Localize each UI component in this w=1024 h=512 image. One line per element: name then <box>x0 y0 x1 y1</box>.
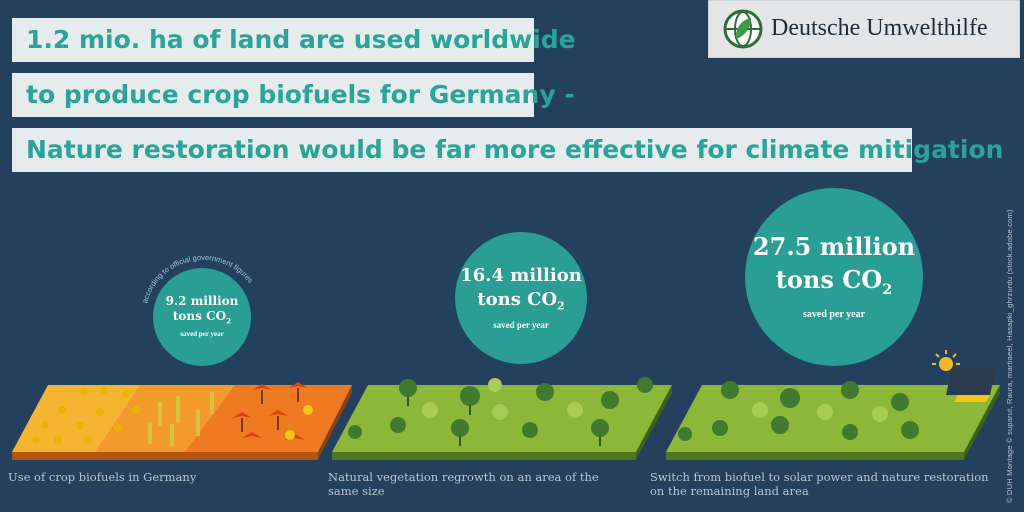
caption-biofuel: Use of crop biofuels in Germany <box>8 470 197 484</box>
landscape-illustration <box>12 350 1000 460</box>
value-line1: 9.2 million <box>165 293 239 308</box>
headline-line-3: Nature restoration would be far more eff… <box>12 128 1003 172</box>
co2-circle-vegetation: 16.4 million tons CO2 saved per year <box>455 232 587 364</box>
globe-leaf-icon <box>723 9 763 49</box>
restoration-field <box>666 350 1000 460</box>
caption-vegetation: Natural vegetation regrowth on an area o… <box>328 470 599 498</box>
solar-panel <box>946 368 996 395</box>
saved-per-year: saved per year <box>493 320 549 331</box>
co2-circle-biofuel: 9.2 million tons CO2 saved per year <box>153 268 251 366</box>
value-line2: tons CO2 <box>172 308 232 326</box>
sun-icon <box>932 350 960 371</box>
logo-text: Deutsche Umwelthilfe <box>771 15 988 41</box>
co2-circle-solar-restoration: 27.5 million tons CO2 saved per year <box>745 188 923 366</box>
crop-field <box>12 382 352 460</box>
saved-per-year: saved per year <box>180 330 224 339</box>
value-line2: tons CO2 <box>477 288 565 313</box>
value-line2: tons CO2 <box>775 265 893 298</box>
headline-line-2: to produce crop biofuels for Germany - <box>12 73 575 117</box>
vegetation-field <box>332 377 672 460</box>
saved-per-year: saved per year <box>802 308 866 320</box>
image-credit: © DUH Montage © suparut, Raura, martiaee… <box>1005 209 1014 503</box>
value-line1: 16.4 million <box>460 264 582 286</box>
headline-line-1: 1.2 mio. ha of land are used worldwide <box>12 18 576 62</box>
value-line1: 27.5 million <box>752 232 916 262</box>
duh-logo: Deutsche Umwelthilfe <box>708 0 1020 58</box>
caption-solar-restoration: Switch from biofuel to solar power and n… <box>650 470 989 498</box>
